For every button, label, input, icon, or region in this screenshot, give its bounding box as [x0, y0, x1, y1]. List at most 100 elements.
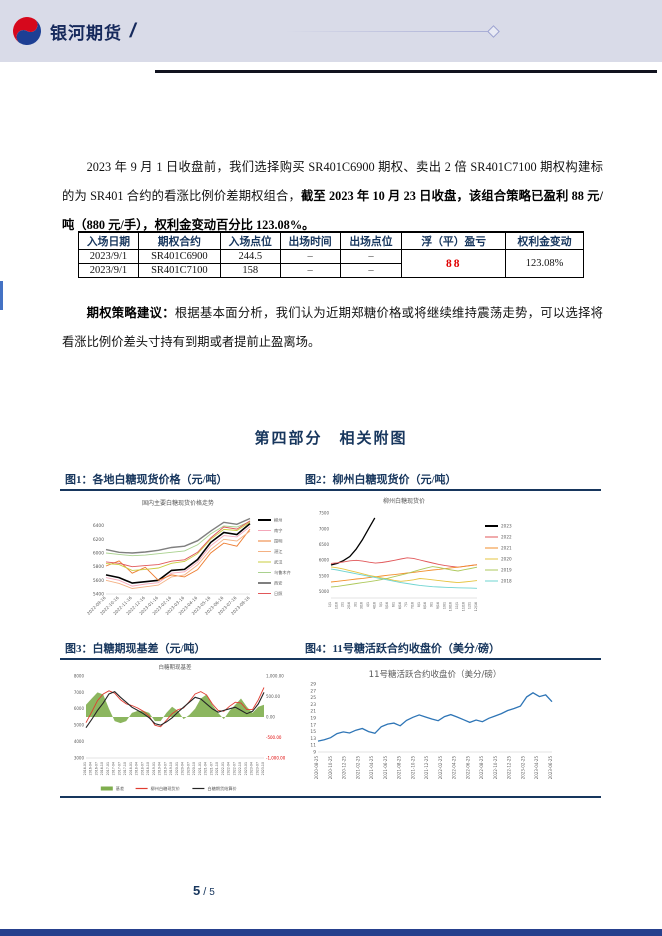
col-entry-point: 入场点位	[219, 231, 281, 250]
svg-text:5500: 5500	[319, 573, 330, 578]
cell-entry-point: 244.5	[219, 249, 281, 264]
chart-basis: 白糖期现基差 3000 4000 5000 6000 7000 8000 1,000.00 50…	[74, 663, 286, 792]
svg-text:2022-08-25: 2022-08-25	[479, 756, 484, 780]
strategy-advice-paragraph: 期权策略建议：根据基本面分析，我们认为近期郑糖价格或将继续维持震荡走势，可以选择…	[62, 299, 603, 357]
figure2-caption: 图2：柳州白糖现货价（元/吨）	[305, 473, 457, 486]
svg-text:5800: 5800	[93, 564, 104, 570]
svg-text:2020-10: 2020-10	[192, 762, 196, 775]
svg-text:13: 13	[310, 736, 316, 742]
svg-text:2023-04-25: 2023-04-25	[534, 756, 539, 780]
svg-text:8/16: 8/16	[423, 602, 427, 609]
svg-text:2022-07: 2022-07	[232, 762, 236, 775]
svg-text:2020: 2020	[501, 557, 512, 562]
svg-text:2021: 2021	[501, 546, 512, 551]
svg-text:11: 11	[310, 743, 316, 749]
svg-text:8/1: 8/1	[417, 602, 421, 607]
svg-text:5/16: 5/16	[385, 602, 389, 609]
svg-text:2020-12-25: 2020-12-25	[342, 756, 347, 780]
svg-text:2022-10-25: 2022-10-25	[493, 756, 498, 780]
svg-text:2016-01: 2016-01	[83, 762, 87, 775]
svg-text:9/16: 9/16	[436, 602, 440, 609]
summary-bold-text: 截至 2023 年 10 月 23 日收盘，该组合策略已盈利 88 元/吨（88…	[62, 189, 604, 233]
svg-text:2016-04: 2016-04	[89, 762, 93, 775]
cell-entry-date: 2023/9/1	[78, 263, 139, 278]
page-number: 5/5	[193, 882, 215, 900]
svg-text:3000: 3000	[74, 755, 85, 760]
svg-text:2020-01: 2020-01	[175, 762, 179, 775]
chart-domestic-spot-prices: 国内主要白糖现货价格走势5400560058006000620064002022…	[86, 499, 292, 616]
svg-text:2023-04: 2023-04	[250, 762, 254, 775]
svg-text:2016-10: 2016-10	[100, 762, 104, 775]
svg-text:3/16: 3/16	[360, 602, 364, 609]
svg-text:6500: 6500	[319, 542, 330, 547]
col-exit-point: 出场点位	[339, 231, 403, 250]
svg-text:-500.00: -500.00	[266, 735, 282, 740]
svg-text:2021-07: 2021-07	[209, 762, 213, 775]
svg-text:2022-04: 2022-04	[227, 762, 231, 775]
svg-text:7000: 7000	[74, 690, 85, 695]
svg-text:2021-12-25: 2021-12-25	[424, 756, 429, 780]
cell-premium-change: 123.08%	[505, 249, 584, 278]
svg-text:1,000.00: 1,000.00	[266, 673, 284, 678]
cell-exit-time: –	[279, 263, 341, 278]
svg-text:9/1: 9/1	[430, 602, 434, 607]
svg-text:2023: 2023	[501, 524, 512, 529]
svg-text:11/1: 11/1	[455, 602, 459, 609]
svg-text:2021-10: 2021-10	[215, 762, 219, 775]
cell-entry-date: 2023/9/1	[78, 249, 139, 264]
cell-contract: SR401C6900	[137, 249, 221, 264]
svg-text:2023-06-25: 2023-06-25	[548, 756, 553, 780]
svg-text:7/16: 7/16	[411, 602, 415, 609]
figure1-caption: 图1：各地白糖现货价格（元/吨）	[65, 473, 228, 486]
svg-text:0.00: 0.00	[266, 714, 275, 719]
svg-text:7500: 7500	[319, 511, 330, 516]
svg-text:2/1: 2/1	[341, 602, 345, 607]
svg-text:5000: 5000	[319, 589, 330, 594]
chart-row-2: 白糖期现基差 3000 4000 5000 6000 7000 8000 1,000.00 50…	[60, 660, 601, 796]
svg-text:2021-08-25: 2021-08-25	[397, 756, 402, 780]
svg-text:白糖期现基差: 白糖期现基差	[158, 663, 192, 671]
table-row: 2023/9/1 SR401C6900 244.5 – – 88 123.08%	[78, 249, 584, 278]
col-contract: 期权合约	[137, 231, 221, 250]
svg-text:12/16: 12/16	[474, 602, 478, 611]
svg-text:2019: 2019	[501, 568, 512, 573]
page-separator: /	[203, 886, 207, 898]
advice-text: 根据基本面分析，我们认为近期郑糖价格或将继续维持震荡走势，可以选择将看涨比例价差…	[62, 306, 603, 350]
svg-text:2018-10: 2018-10	[146, 762, 150, 775]
svg-text:2022-01: 2022-01	[221, 762, 225, 775]
svg-text:柳州白糖现货价: 柳州白糖现货价	[151, 785, 181, 792]
svg-text:7000: 7000	[319, 526, 330, 531]
svg-text:2022-10: 2022-10	[238, 762, 242, 775]
svg-text:10/16: 10/16	[449, 602, 453, 611]
advice-label: 期权策略建议：	[86, 306, 175, 321]
footer-bar	[0, 929, 662, 936]
svg-text:27: 27	[310, 688, 316, 694]
svg-text:6/1: 6/1	[391, 602, 395, 607]
svg-text:2022-06-25: 2022-06-25	[465, 756, 470, 780]
header-diamond-icon	[487, 25, 500, 38]
svg-text:2019-01: 2019-01	[152, 762, 156, 775]
cell-contract: SR401C7100	[137, 263, 221, 278]
svg-text:2016-07: 2016-07	[94, 762, 98, 775]
summary-text: 2023 年 9 月 1 日收盘前，我们选择购买 SR401C6900 期权、卖…	[62, 160, 603, 204]
svg-text:6000: 6000	[319, 558, 330, 563]
svg-text:柳州: 柳州	[274, 517, 282, 524]
table-header-row: 入场日期 期权合约 入场点位 出场时间 出场点位 浮（平）盈亏 权利金变动	[78, 231, 584, 250]
svg-text:11号糖活跃合约收盘价（美分/磅）: 11号糖活跃合约收盘价（美分/磅）	[369, 669, 502, 680]
svg-text:乌鲁木齐: 乌鲁木齐	[274, 569, 292, 576]
col-exit-time: 出场时间	[279, 231, 341, 250]
page-header: 银河期货 /	[0, 0, 662, 62]
svg-text:6000: 6000	[74, 706, 85, 711]
svg-text:湛江: 湛江	[274, 548, 282, 555]
caption-row-2: 图3：白糖期现基差（元/吨） 图4：11号糖活跃合约收盘价（美分/磅）	[60, 637, 601, 660]
svg-text:2018-07: 2018-07	[140, 762, 144, 775]
svg-text:2022-12-25: 2022-12-25	[507, 756, 512, 780]
cell-exit-point: –	[339, 263, 403, 278]
svg-text:7/1: 7/1	[404, 602, 408, 607]
svg-text:2019-10: 2019-10	[169, 762, 173, 775]
svg-text:2023-01: 2023-01	[244, 762, 248, 775]
svg-text:2022: 2022	[501, 535, 512, 540]
svg-text:白糖期货结算价: 白糖期货结算价	[207, 785, 237, 792]
